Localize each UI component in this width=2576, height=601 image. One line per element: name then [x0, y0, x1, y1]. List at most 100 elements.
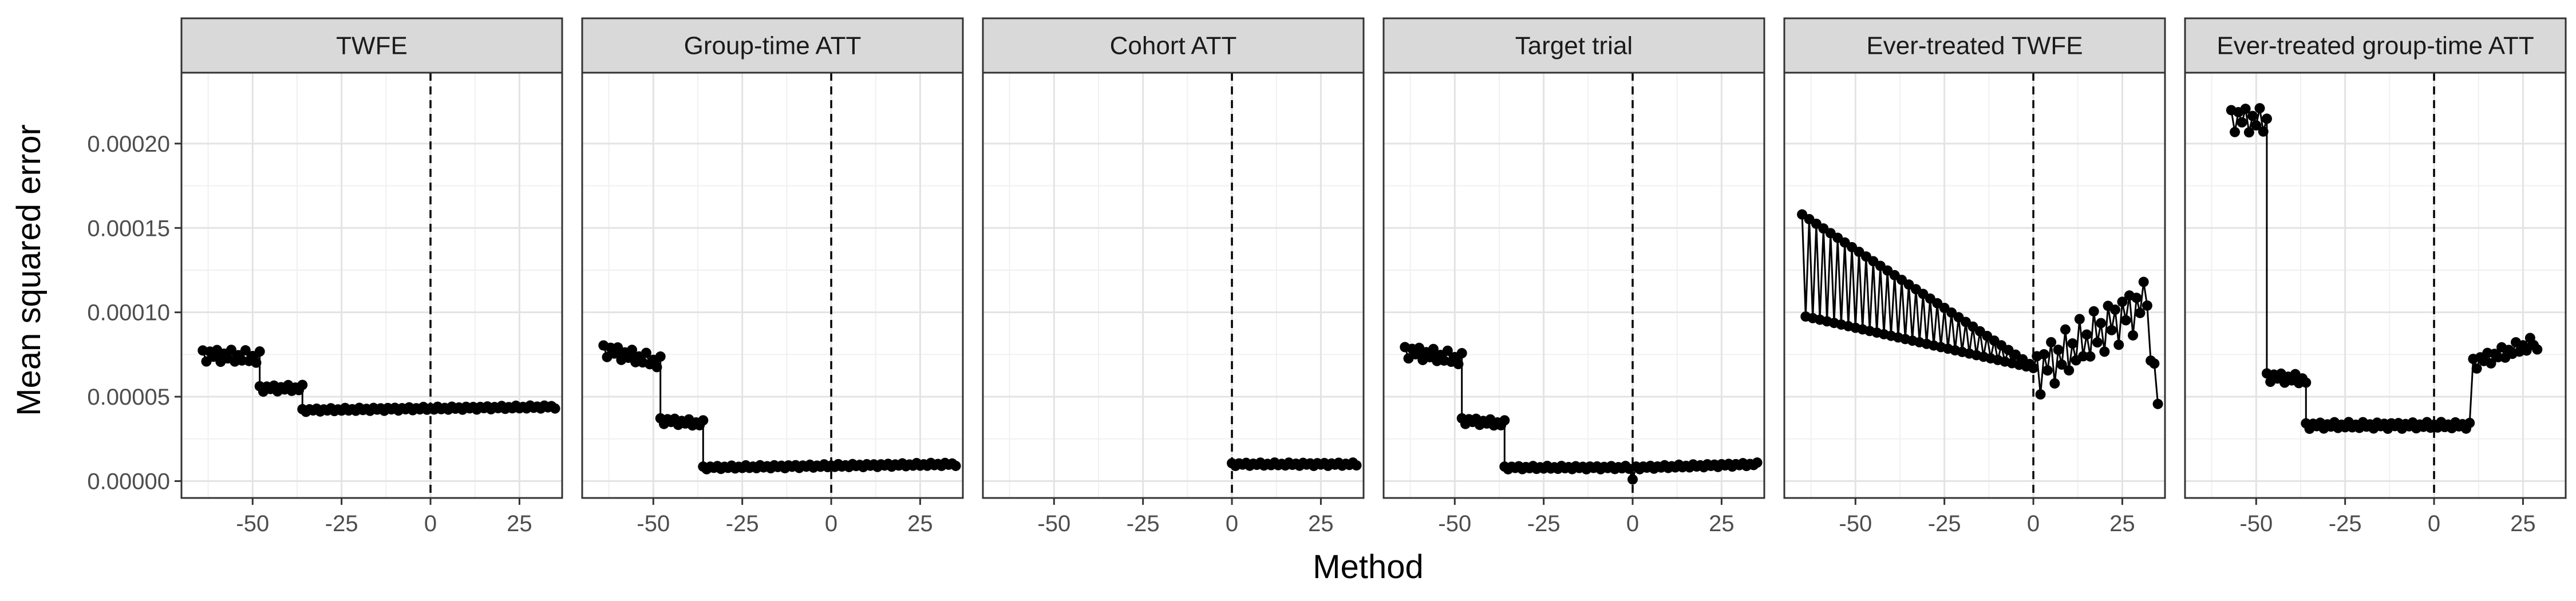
x-tick-label: 25 — [1709, 511, 1735, 536]
panel-2: Cohort ATT -50 -25 0 25 — [982, 17, 1365, 536]
x-tick-label: -50 — [1839, 511, 1872, 536]
strip-header — [1783, 17, 2166, 74]
data-point — [2106, 325, 2117, 335]
panel-background — [1384, 73, 1764, 498]
data-point — [1442, 345, 1453, 356]
data-point — [1351, 460, 1362, 471]
data-point — [2060, 324, 2071, 335]
data-point — [2053, 345, 2064, 355]
data-point — [641, 347, 651, 358]
x-tick-label: -25 — [2329, 511, 2362, 536]
data-point — [2243, 127, 2254, 138]
x-tick-label: -25 — [1527, 511, 1560, 536]
data-point — [2237, 117, 2247, 128]
data-point — [226, 345, 237, 355]
x-tick-label: -25 — [1127, 511, 1160, 536]
strip-header — [2184, 17, 2567, 74]
data-point — [698, 415, 709, 426]
y-axis: 0.00000 0.00005 0.00010 0.00015 0.00020 — [87, 132, 181, 495]
x-tick-label: -50 — [1438, 511, 1471, 536]
data-point — [2152, 398, 2163, 409]
data-point — [2109, 305, 2120, 315]
strip-header — [982, 17, 1365, 74]
data-point — [2532, 344, 2543, 355]
x-tick-label: 25 — [907, 511, 933, 536]
data-point — [655, 351, 666, 362]
x-tick-label: -50 — [637, 511, 670, 536]
data-point — [2486, 358, 2496, 369]
y-axis-title: Mean squared error — [10, 124, 48, 416]
panel-background — [582, 73, 963, 498]
y-tick-label: 0.00010 — [87, 300, 170, 326]
data-point — [2261, 113, 2272, 124]
data-point — [2142, 300, 2152, 311]
x-tick-label: -25 — [325, 511, 358, 536]
data-point — [2521, 345, 2532, 356]
x-tick-label: -50 — [1037, 511, 1070, 536]
panel-1: Group-time ATT -50 -25 0 25 — [581, 17, 964, 536]
data-point — [2064, 365, 2075, 376]
data-point — [1627, 474, 1638, 485]
x-tick-label: 25 — [2109, 511, 2135, 536]
x-tick-label: -50 — [2239, 511, 2273, 536]
data-point — [2247, 110, 2258, 121]
data-point — [2138, 276, 2149, 287]
data-point — [1752, 457, 1763, 468]
data-point — [2254, 103, 2265, 114]
data-point — [2240, 104, 2251, 114]
data-point — [2230, 126, 2241, 137]
x-tick-label: 0 — [2027, 511, 2040, 536]
data-point — [2096, 318, 2107, 329]
data-point — [1456, 348, 1467, 359]
strip-header — [180, 17, 563, 74]
data-point — [2251, 120, 2262, 131]
data-point — [2067, 338, 2078, 349]
panel-background — [1784, 73, 2165, 498]
y-tick-label: 0.00000 — [87, 469, 170, 495]
data-point — [251, 357, 262, 368]
panel-background — [983, 73, 1364, 498]
x-tick-label: 25 — [2510, 511, 2536, 536]
x-tick-label: -25 — [1928, 511, 1961, 536]
panel-3: Target trial -50 -25 0 25 — [1382, 17, 1765, 536]
data-point — [2074, 314, 2085, 325]
data-point — [2301, 377, 2312, 388]
x-tick-label: 0 — [424, 511, 437, 536]
data-point — [2120, 315, 2131, 326]
x-tick-label: 0 — [2428, 511, 2440, 536]
panel-4: Ever-treated TWFE -50 -25 0 25 — [1783, 17, 2166, 536]
data-point — [627, 345, 638, 355]
data-point — [2038, 349, 2049, 359]
panel-background — [2185, 73, 2566, 498]
x-tick-label: 25 — [507, 511, 532, 536]
data-point — [2471, 363, 2482, 374]
data-point — [2131, 292, 2142, 303]
data-point — [254, 346, 265, 357]
data-point — [2081, 329, 2092, 340]
data-point — [2056, 359, 2067, 370]
data-point — [550, 403, 560, 414]
data-point — [2085, 351, 2096, 362]
strip-label: Target trial — [1515, 32, 1633, 60]
data-point — [2258, 126, 2269, 137]
data-point — [2464, 417, 2475, 428]
data-point — [2149, 358, 2160, 369]
data-point — [2088, 306, 2099, 317]
x-tick-label: 0 — [1226, 511, 1238, 536]
x-tick-label: 0 — [1626, 511, 1639, 536]
data-point — [297, 379, 308, 390]
data-point — [1453, 359, 1464, 370]
panel-0: TWFE -50 -25 0 25 — [180, 17, 563, 536]
x-tick-label: 25 — [1308, 511, 1334, 536]
data-point — [950, 460, 961, 471]
data-point — [2035, 389, 2046, 400]
x-tick-label: -50 — [236, 511, 269, 536]
y-tick-label: 0.00015 — [87, 216, 170, 241]
x-tick-label: 0 — [825, 511, 837, 536]
data-point — [2117, 296, 2128, 307]
y-tick-label: 0.00005 — [87, 385, 170, 410]
data-point — [2049, 378, 2060, 389]
data-point — [1499, 415, 1510, 426]
